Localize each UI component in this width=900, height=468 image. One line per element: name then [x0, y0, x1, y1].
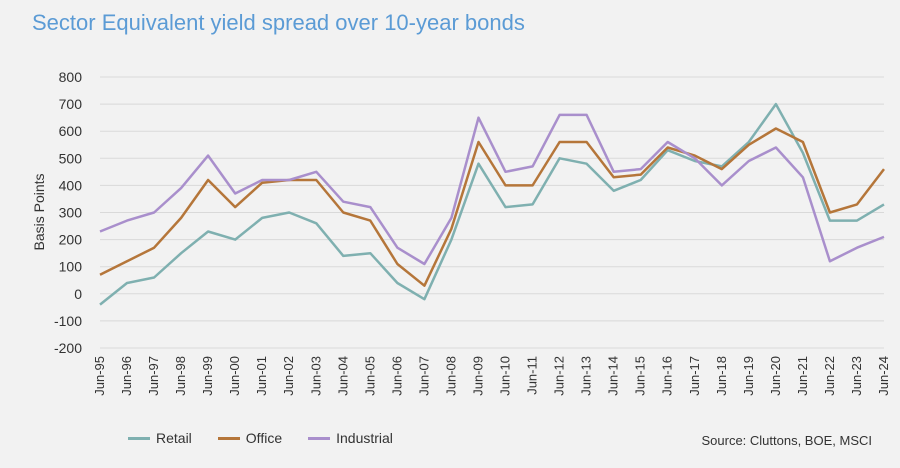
- x-tick-label: Jun-95: [92, 356, 107, 396]
- legend-label: Office: [245, 430, 283, 446]
- series-line-office: [99, 127, 885, 287]
- x-tick-label: Jun-05: [362, 356, 377, 396]
- y-tick-label: 300: [59, 205, 83, 221]
- grid-lines: [100, 76, 884, 349]
- x-tick-label: Jun-23: [849, 356, 864, 396]
- x-tick-label: Jun-00: [227, 356, 242, 396]
- chart-legend: Retail Office Industrial: [128, 430, 393, 446]
- x-tick-label: Jun-10: [498, 356, 513, 396]
- x-tick-label: Jun-13: [579, 356, 594, 396]
- y-tick-label: 600: [59, 123, 83, 139]
- x-tick-label: Jun-14: [606, 356, 621, 396]
- x-tick-label: Jun-11: [525, 356, 540, 395]
- y-tick-label: -100: [54, 313, 82, 329]
- legend-label: Industrial: [336, 430, 393, 446]
- x-tick-label: Jun-21: [795, 356, 810, 396]
- legend-item-retail: Retail: [128, 430, 192, 446]
- series-lines: [99, 102, 885, 306]
- x-tick-label: Jun-16: [660, 356, 675, 396]
- legend-swatch: [217, 436, 240, 440]
- x-tick-label: Jun-20: [768, 356, 783, 396]
- x-tick-label: Jun-97: [146, 356, 161, 396]
- x-tick-label: Jun-03: [308, 356, 323, 396]
- series-line-industrial: [99, 113, 885, 266]
- y-axis-label: Basis Points: [31, 173, 47, 250]
- y-tick-label: 500: [59, 150, 83, 166]
- x-tick-label: Jun-24: [876, 356, 891, 396]
- source-note: Source: Cluttons, BOE, MSCI: [701, 433, 872, 448]
- x-tick-label: Jun-04: [335, 356, 350, 396]
- x-tick-label: Jun-02: [281, 356, 296, 396]
- x-tick-label: Jun-12: [552, 356, 567, 396]
- y-tick-label: -200: [54, 340, 82, 356]
- x-tick-label: Jun-06: [389, 356, 404, 396]
- y-tick-label: 800: [59, 69, 83, 85]
- x-tick-label: Jun-99: [200, 356, 215, 396]
- x-tick-label: Jun-98: [173, 356, 188, 396]
- x-tick-label: Jun-96: [119, 356, 134, 396]
- y-tick-label: 200: [59, 232, 83, 248]
- y-tick-label: 100: [59, 259, 83, 275]
- x-tick-label: Jun-01: [254, 356, 269, 396]
- x-tick-label: Jun-09: [470, 356, 485, 396]
- x-tick-label: Jun-18: [714, 356, 729, 396]
- series-line-retail: [99, 102, 885, 306]
- legend-swatch: [308, 436, 331, 440]
- y-tick-label: 0: [74, 286, 82, 302]
- y-tick-label: 400: [59, 177, 83, 193]
- legend-item-industrial: Industrial: [308, 430, 393, 446]
- x-tick-label: Jun-07: [416, 356, 431, 396]
- y-tick-label: 700: [59, 96, 83, 112]
- x-tick-label: Jun-08: [443, 356, 458, 396]
- x-axis-ticks: Jun-95 Jun-96 Jun-97 Jun-98 Jun-99 Jun-00 Jun-…: [92, 356, 891, 396]
- legend-item-office: Office: [217, 430, 283, 446]
- y-axis-ticks: -200 -100 0 100 200 300 400 500 600 700 800: [54, 69, 82, 356]
- x-tick-label: Jun-22: [822, 356, 837, 396]
- legend-swatch: [128, 436, 150, 440]
- x-tick-label: Jun-17: [687, 356, 702, 396]
- legend-label: Retail: [156, 430, 192, 446]
- x-tick-label: Jun-19: [741, 356, 756, 396]
- chart-title: Sector Equivalent yield spread over 10-y…: [32, 10, 525, 35]
- x-tick-label: Jun-15: [633, 356, 648, 396]
